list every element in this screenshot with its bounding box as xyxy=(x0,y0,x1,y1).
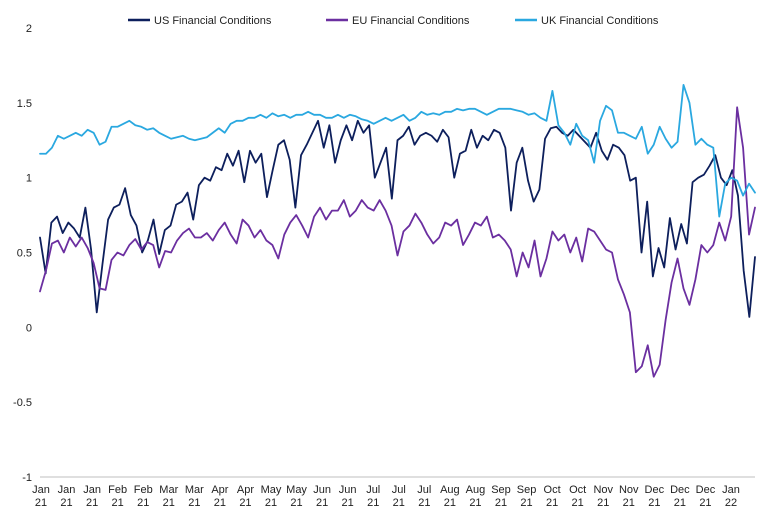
x-tick-month: Mar xyxy=(185,484,204,496)
x-tick-year: 21 xyxy=(112,497,124,509)
x-tick-year: 21 xyxy=(572,497,584,509)
y-tick-label: 2 xyxy=(26,23,32,35)
x-tick-year: 21 xyxy=(520,497,532,509)
x-tick-year: 21 xyxy=(60,497,72,509)
x-tick-year: 21 xyxy=(648,497,660,509)
legend-label: US Financial Conditions xyxy=(154,15,272,27)
x-tick-year: 21 xyxy=(163,497,175,509)
y-tick-label: 0 xyxy=(26,322,32,334)
x-tick-month: Jul xyxy=(417,484,431,496)
y-tick-label: -0.5 xyxy=(13,397,32,409)
legend-label: EU Financial Conditions xyxy=(352,15,470,27)
x-tick-month: Jun xyxy=(339,484,357,496)
x-tick-year: 21 xyxy=(214,497,226,509)
x-tick-month: Jan xyxy=(32,484,50,496)
x-tick-month: Dec xyxy=(645,484,665,496)
x-tick-year: 21 xyxy=(597,497,609,509)
x-tick-year: 21 xyxy=(290,497,302,509)
x-tick-month: Feb xyxy=(134,484,153,496)
series-line-us xyxy=(39,119,756,318)
x-tick-month: Oct xyxy=(544,484,561,496)
x-tick-month: Jan xyxy=(58,484,76,496)
x-tick-year: 21 xyxy=(469,497,481,509)
x-tick-month: Nov xyxy=(619,484,639,496)
x-tick-month: Oct xyxy=(569,484,586,496)
x-tick-month: Jul xyxy=(366,484,380,496)
x-tick-month: Aug xyxy=(466,484,486,496)
legend: US Financial Conditions EU Financial Cond… xyxy=(128,15,659,27)
x-tick-month: Dec xyxy=(670,484,690,496)
x-tick-year: 21 xyxy=(444,497,456,509)
x-tick-year: 21 xyxy=(316,497,328,509)
x-tick-year: 21 xyxy=(418,497,430,509)
x-tick-month: Sep xyxy=(491,484,511,496)
y-tick-label: -1 xyxy=(22,472,32,484)
x-tick-month: Aug xyxy=(440,484,460,496)
x-tick-month: Jan xyxy=(83,484,101,496)
x-tick-year: 21 xyxy=(342,497,354,509)
x-tick-month: Jun xyxy=(313,484,331,496)
legend-label: UK Financial Conditions xyxy=(541,15,659,27)
x-tick-month: Jan xyxy=(722,484,740,496)
x-tick-month: Feb xyxy=(108,484,127,496)
x-tick-year: 21 xyxy=(265,497,277,509)
x-tick-year: 21 xyxy=(188,497,200,509)
x-tick-year: 21 xyxy=(674,497,686,509)
x-tick-month: Mar xyxy=(159,484,178,496)
x-tick-month: Sep xyxy=(517,484,537,496)
x-tick-month: Nov xyxy=(593,484,613,496)
y-tick-label: 1.5 xyxy=(17,98,32,110)
x-tick-month: May xyxy=(261,484,282,496)
x-axis: Jan21Jan21Jan21Feb21Feb21Mar21Mar21Apr21… xyxy=(32,476,755,509)
series-line-eu xyxy=(39,106,756,378)
y-tick-label: 0.5 xyxy=(17,248,32,260)
x-tick-month: Jul xyxy=(392,484,406,496)
x-tick-year: 21 xyxy=(86,497,98,509)
x-tick-year: 21 xyxy=(367,497,379,509)
y-tick-label: 1 xyxy=(26,173,32,185)
x-tick-month: Dec xyxy=(696,484,716,496)
series-line-uk xyxy=(39,83,756,218)
x-tick-year: 21 xyxy=(137,497,149,509)
x-tick-month: Apr xyxy=(237,484,254,496)
x-tick-year: 21 xyxy=(623,497,635,509)
x-tick-year: 21 xyxy=(239,497,251,509)
x-tick-year: 21 xyxy=(699,497,711,509)
x-tick-year: 21 xyxy=(35,497,47,509)
x-tick-month: Apr xyxy=(211,484,228,496)
plot-area xyxy=(39,83,756,378)
x-tick-year: 21 xyxy=(393,497,405,509)
x-tick-year: 21 xyxy=(495,497,507,509)
y-axis: 2 1.5 1 0.5 0 -0.5 -1 xyxy=(13,23,32,484)
x-tick-year: 21 xyxy=(546,497,558,509)
x-tick-year: 22 xyxy=(725,497,737,509)
x-tick-month: May xyxy=(286,484,307,496)
